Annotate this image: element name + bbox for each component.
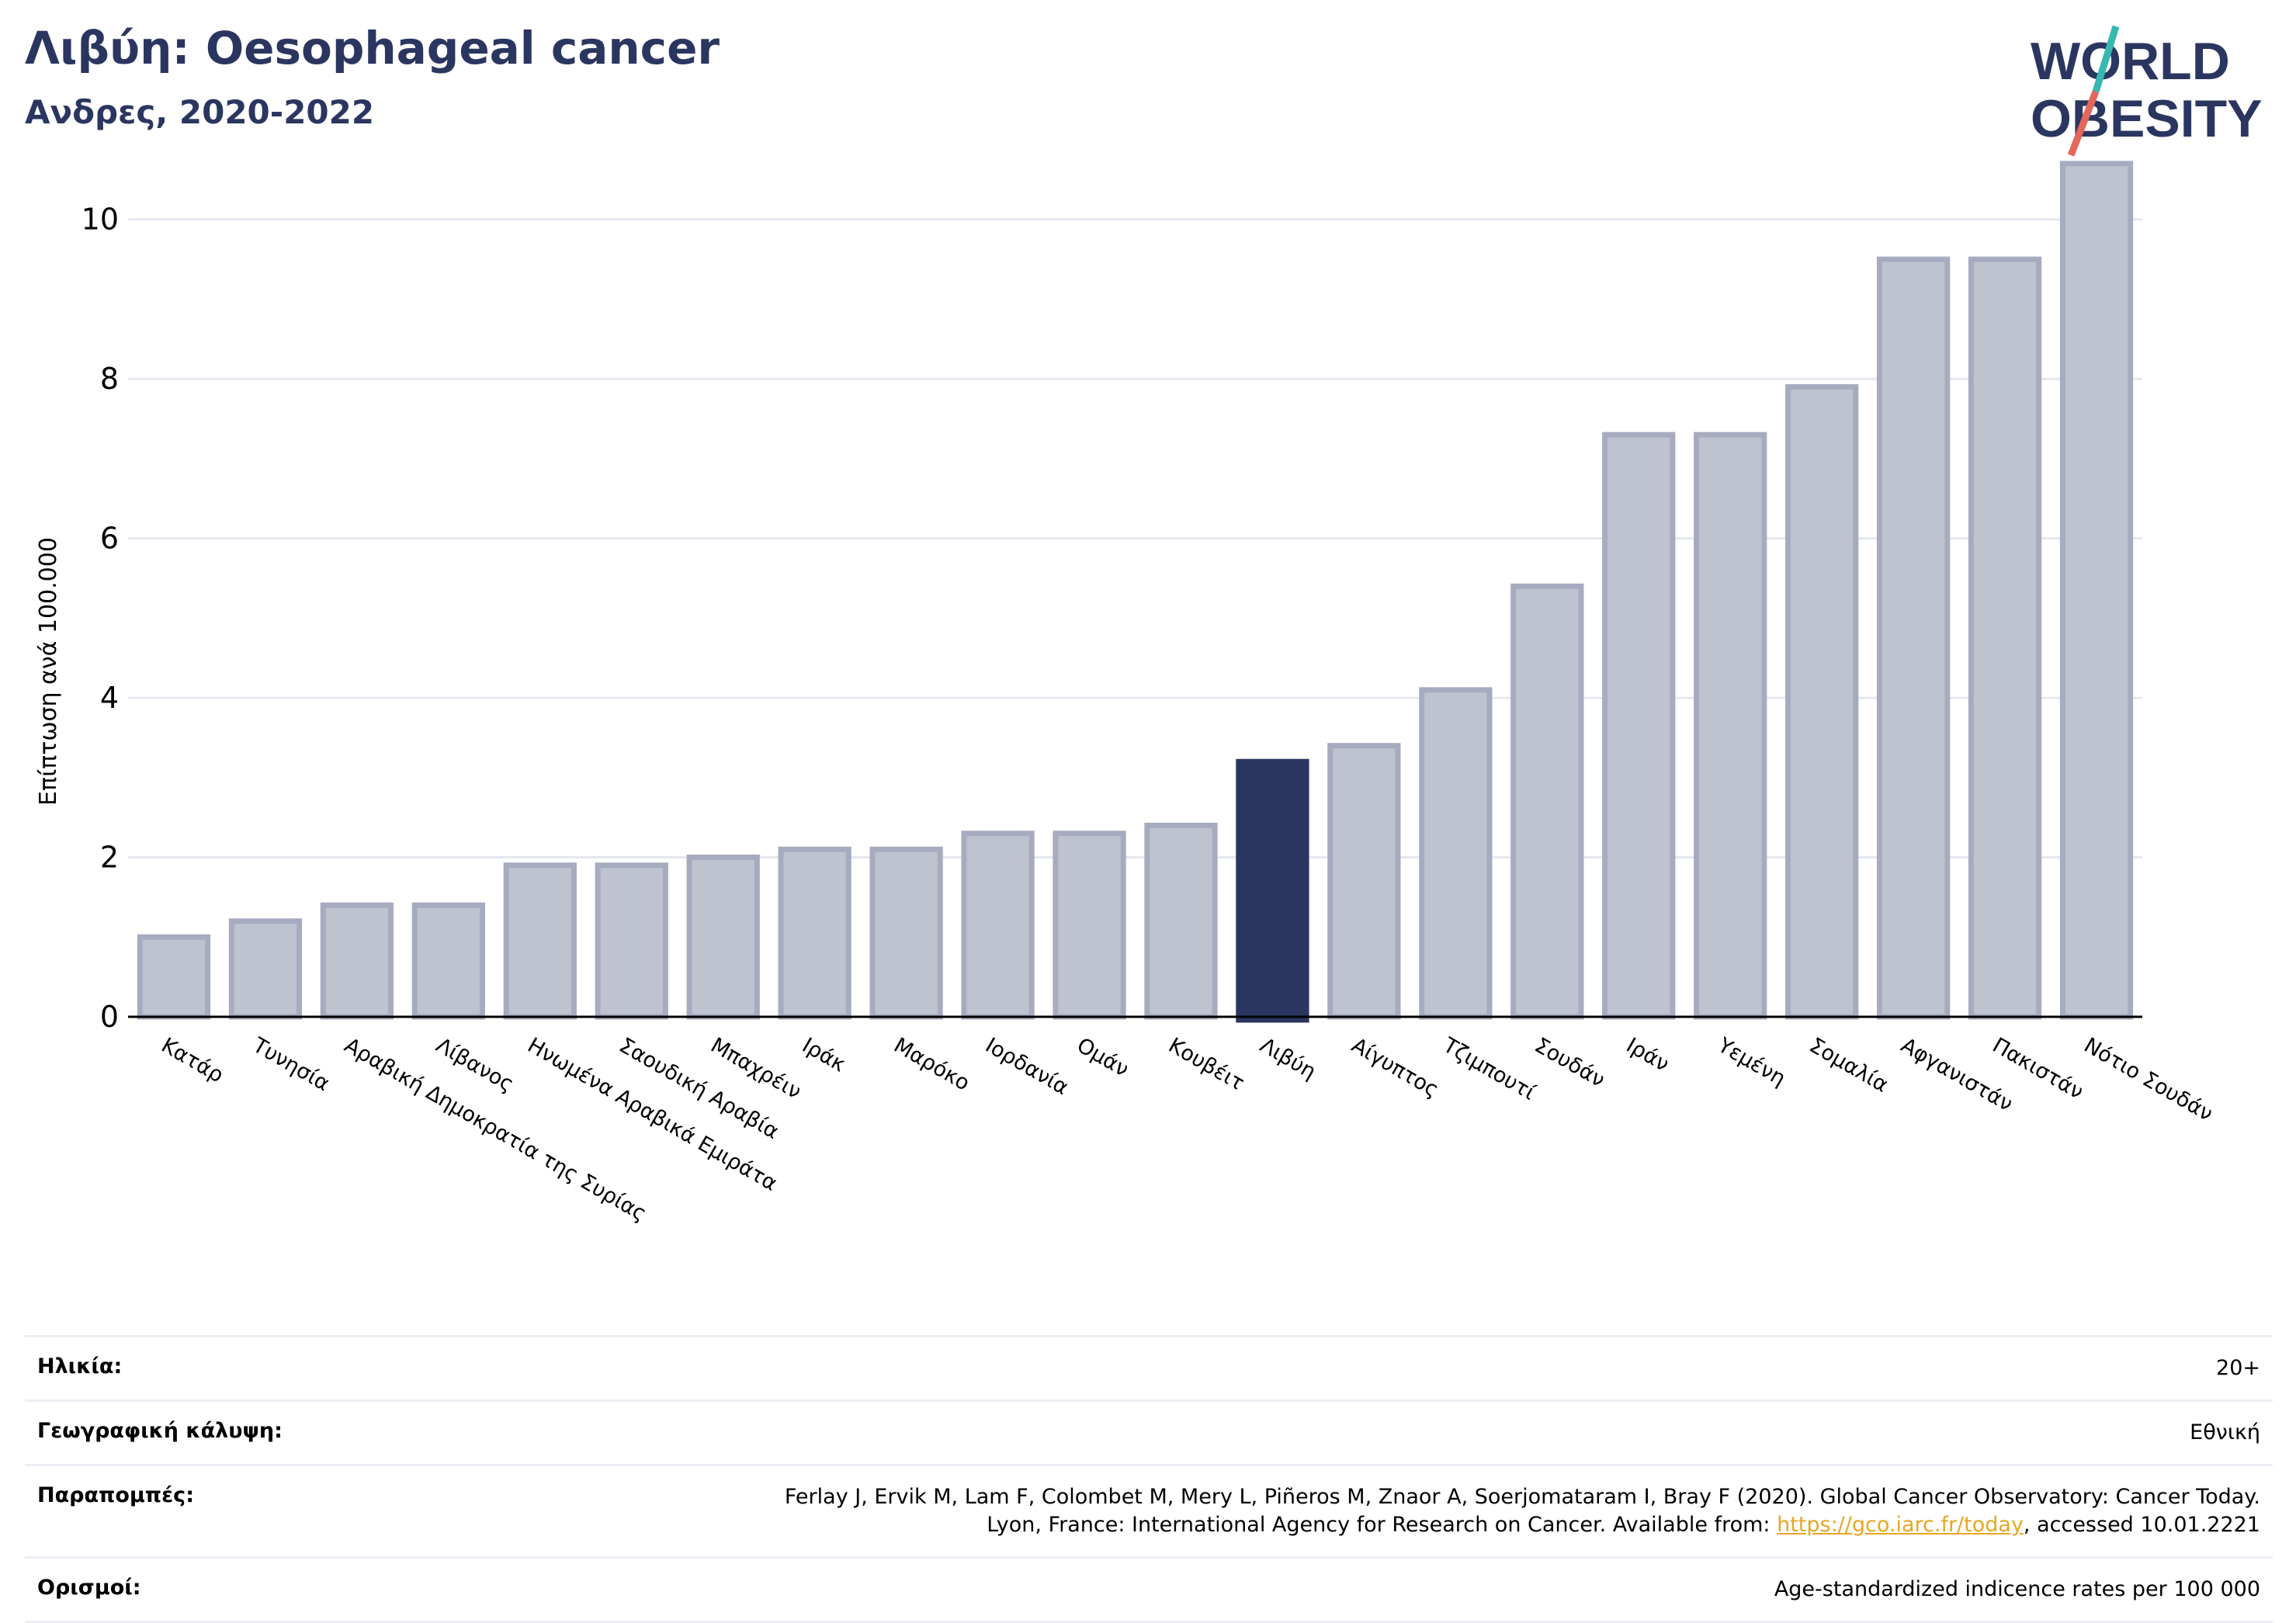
coverage-label: Γεωγραφική κάλυψη: bbox=[37, 1419, 283, 1443]
bar bbox=[137, 934, 211, 1020]
x-tick-label: Τζιμπουτί bbox=[1438, 1033, 1539, 1105]
references-line2-pre: Lyon, France: International Agency for R… bbox=[987, 1513, 1777, 1537]
y-tick-label: 8 bbox=[100, 362, 119, 396]
x-tick-label: Μαρόκο bbox=[890, 1033, 973, 1095]
y-tick-label: 10 bbox=[82, 203, 119, 237]
y-tick-label: 4 bbox=[100, 681, 119, 715]
bar bbox=[320, 902, 394, 1020]
x-tick-label: Ιορδανία bbox=[981, 1033, 1073, 1100]
bar bbox=[1968, 256, 2042, 1020]
logo-slash-top bbox=[2092, 25, 2120, 93]
x-tick-label: Ομάν bbox=[1073, 1033, 1132, 1082]
x-tick-label: Τυνησία bbox=[248, 1033, 334, 1097]
world-obesity-logo: WORLD OBESITY bbox=[2031, 25, 2263, 157]
x-tick-label: Αίγυπτος bbox=[1347, 1033, 1443, 1102]
references-label: Παραπομπές: bbox=[37, 1483, 194, 1507]
bar bbox=[1785, 383, 1859, 1020]
logo-slash-bottom bbox=[2067, 90, 2100, 157]
bar bbox=[1694, 432, 1767, 1020]
bar bbox=[869, 846, 943, 1020]
bar bbox=[2059, 161, 2134, 1020]
bar bbox=[1236, 758, 1309, 1023]
definitions-value: Age-standardized indicence rates per 100… bbox=[1774, 1577, 2260, 1601]
bar bbox=[1602, 432, 1676, 1020]
bar bbox=[1510, 583, 1584, 1020]
bar bbox=[686, 855, 760, 1020]
x-tick-label: Ιράκ bbox=[798, 1033, 850, 1077]
x-tick-label: Κατάρ bbox=[157, 1033, 227, 1087]
bar bbox=[1327, 743, 1401, 1020]
x-tick-label: Σομαλία bbox=[1805, 1033, 1892, 1098]
info-row-definitions: Ορισμοί: Age-standardized indicence rate… bbox=[25, 1556, 2273, 1623]
info-table: Ηλικία: 20+ Γεωγραφική κάλυψη: Εθνική Πα… bbox=[25, 1335, 2273, 1623]
info-row-references: Παραπομπές: Ferlay J, Ervik M, Lam F, Co… bbox=[25, 1464, 2273, 1556]
x-tick-label: Σουδάν bbox=[1531, 1033, 1609, 1092]
x-tick-label: Νότιο Σουδάν bbox=[2080, 1033, 2217, 1126]
page-subtitle: Ανδρες, 2020-2022 bbox=[25, 93, 375, 131]
bar bbox=[595, 862, 668, 1020]
y-tick-label: 2 bbox=[100, 841, 119, 875]
x-tick-label: Υεμένη bbox=[1713, 1033, 1790, 1091]
info-row-age: Ηλικία: 20+ bbox=[25, 1335, 2273, 1399]
coverage-value: Εθνική bbox=[2190, 1420, 2260, 1444]
y-axis-ticks: 0 2 4 6 8 10 bbox=[82, 203, 119, 1034]
page-title: Λιβύη: Oesophageal cancer bbox=[25, 22, 720, 75]
logo-line2: OBESITY bbox=[2031, 89, 2263, 148]
y-tick-label: 0 bbox=[100, 1000, 119, 1034]
x-tick-label: Κουβέιτ bbox=[1164, 1033, 1248, 1095]
references-line1: Ferlay J, Ervik M, Lam F, Colombet M, Me… bbox=[784, 1485, 2260, 1509]
x-tick-label: Ιράν bbox=[1622, 1033, 1673, 1077]
references-link[interactable]: https://gco.iarc.fr/today bbox=[1777, 1513, 2024, 1537]
definitions-label: Ορισμοί: bbox=[37, 1576, 141, 1600]
y-axis-label: Επίπτωση ανά 100.000 bbox=[35, 537, 62, 806]
x-axis-labels: Κατάρ Τυνησία Αραβική Δημοκρατία της Συρία… bbox=[157, 1033, 2216, 1226]
bar bbox=[228, 918, 303, 1020]
info-row-coverage: Γεωγραφική κάλυψη: Εθνική bbox=[25, 1399, 2273, 1464]
bar bbox=[1144, 822, 1218, 1020]
bars bbox=[137, 161, 2134, 1023]
age-value: 20+ bbox=[2216, 1356, 2260, 1380]
y-tick-label: 6 bbox=[100, 522, 119, 556]
references-line2-post: , accessed 10.01.2221 bbox=[2023, 1513, 2260, 1537]
bar bbox=[1876, 256, 1951, 1020]
bar bbox=[961, 831, 1035, 1020]
age-label: Ηλικία: bbox=[37, 1354, 123, 1379]
bar bbox=[778, 846, 851, 1020]
logo-line1: WORLD bbox=[2031, 32, 2230, 91]
bar bbox=[503, 862, 577, 1020]
x-tick-label: Λιβύη bbox=[1256, 1033, 1320, 1084]
bar bbox=[411, 902, 485, 1020]
bar bbox=[1053, 831, 1126, 1020]
references-value: Ferlay J, Ervik M, Lam F, Colombet M, Me… bbox=[785, 1483, 2260, 1539]
bar bbox=[1419, 687, 1493, 1020]
